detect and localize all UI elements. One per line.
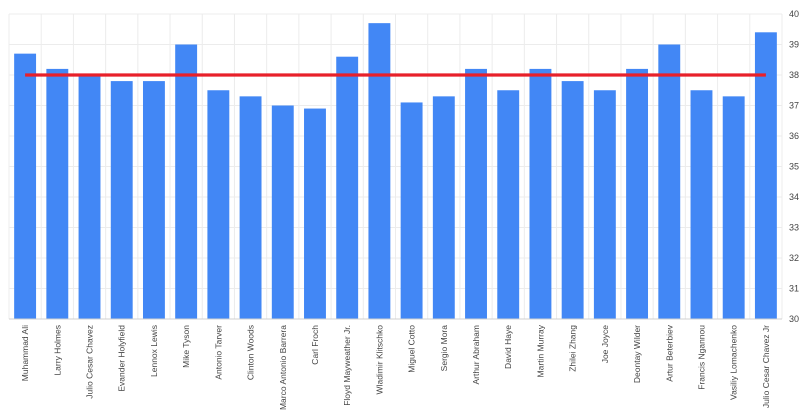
x-tick-label: Carl Froch [310,325,320,365]
x-tick-label: Evander Holyfield [117,325,127,392]
x-tick-label: Artur Beterbiev [664,324,674,381]
x-tick-label: Joe Joyce [600,325,610,364]
x-tick-label: Deontay Wilder [632,325,642,383]
y-tick-label: 36 [789,131,799,141]
y-tick-label: 39 [789,40,799,50]
bar [271,105,294,319]
x-tick-label: Zhilei Zhang [568,325,578,372]
bar [432,96,455,319]
bar [497,90,520,319]
x-tick-label: Clinton Woods [246,325,256,380]
bar [400,102,423,319]
x-tick-label: Lennox Lewis [149,325,159,377]
x-tick-label: Muhammad Ali [20,325,30,381]
bar [14,53,37,320]
y-tick-label: 35 [789,162,799,172]
x-tick-label: Julio Cesar Chavez Jr [761,325,771,408]
y-tick-label: 32 [789,253,799,263]
x-tick-label: Julio Cesar Chavez [85,325,95,399]
bar [690,90,713,319]
x-tick-label: Vasiliy Lomachenko [729,325,739,400]
bar [754,32,777,320]
bar [110,81,133,319]
x-tick-label: Miguel Cotto [407,325,417,373]
x-tick-label: Arthur Abraham [471,325,481,385]
y-tick-label: 34 [789,192,799,202]
bars [14,23,777,320]
y-tick-label: 30 [789,314,799,324]
bar [593,90,616,319]
bar [78,75,101,319]
x-axis: Muhammad Ali Larry Holmes Julio Cesar Chav… [9,318,782,410]
bar [529,68,552,320]
bar [626,68,649,320]
bar [722,96,745,319]
bar [142,81,165,319]
bar [46,68,69,320]
x-tick-label: Mike Tyson [181,325,191,368]
bar [239,96,262,319]
bar [207,90,230,319]
y-tick-label: 33 [789,223,799,233]
grid [8,13,783,320]
bar [368,23,391,320]
x-tick-label: Martin Murray [535,324,545,377]
y-tick-label: 40 [789,9,799,19]
y-tick-label: 37 [789,101,799,111]
y-axis: 30 31 32 33 34 35 36 37 38 39 40 [789,9,799,324]
y-tick-label: 38 [789,70,799,80]
bar [336,56,359,319]
x-tick-label: Sergio Mora [439,325,449,372]
y-tick-label: 31 [789,284,799,294]
bar [561,81,584,319]
x-tick-label: Wladimir Klitschko [374,325,384,395]
bar [304,108,326,319]
bar [465,68,487,320]
bar [658,44,681,319]
x-tick-label: Marco Antonio Barrera [278,325,288,410]
x-tick-label: Larry Holmes [52,325,62,376]
x-tick-label: Antonio Tarver [213,325,223,380]
x-tick-label: David Haye [503,325,513,369]
x-tick-label: Floyd Mayweather Jr. [342,325,352,406]
bar [175,44,198,319]
x-tick-label: Francis Ngannou [696,325,706,390]
